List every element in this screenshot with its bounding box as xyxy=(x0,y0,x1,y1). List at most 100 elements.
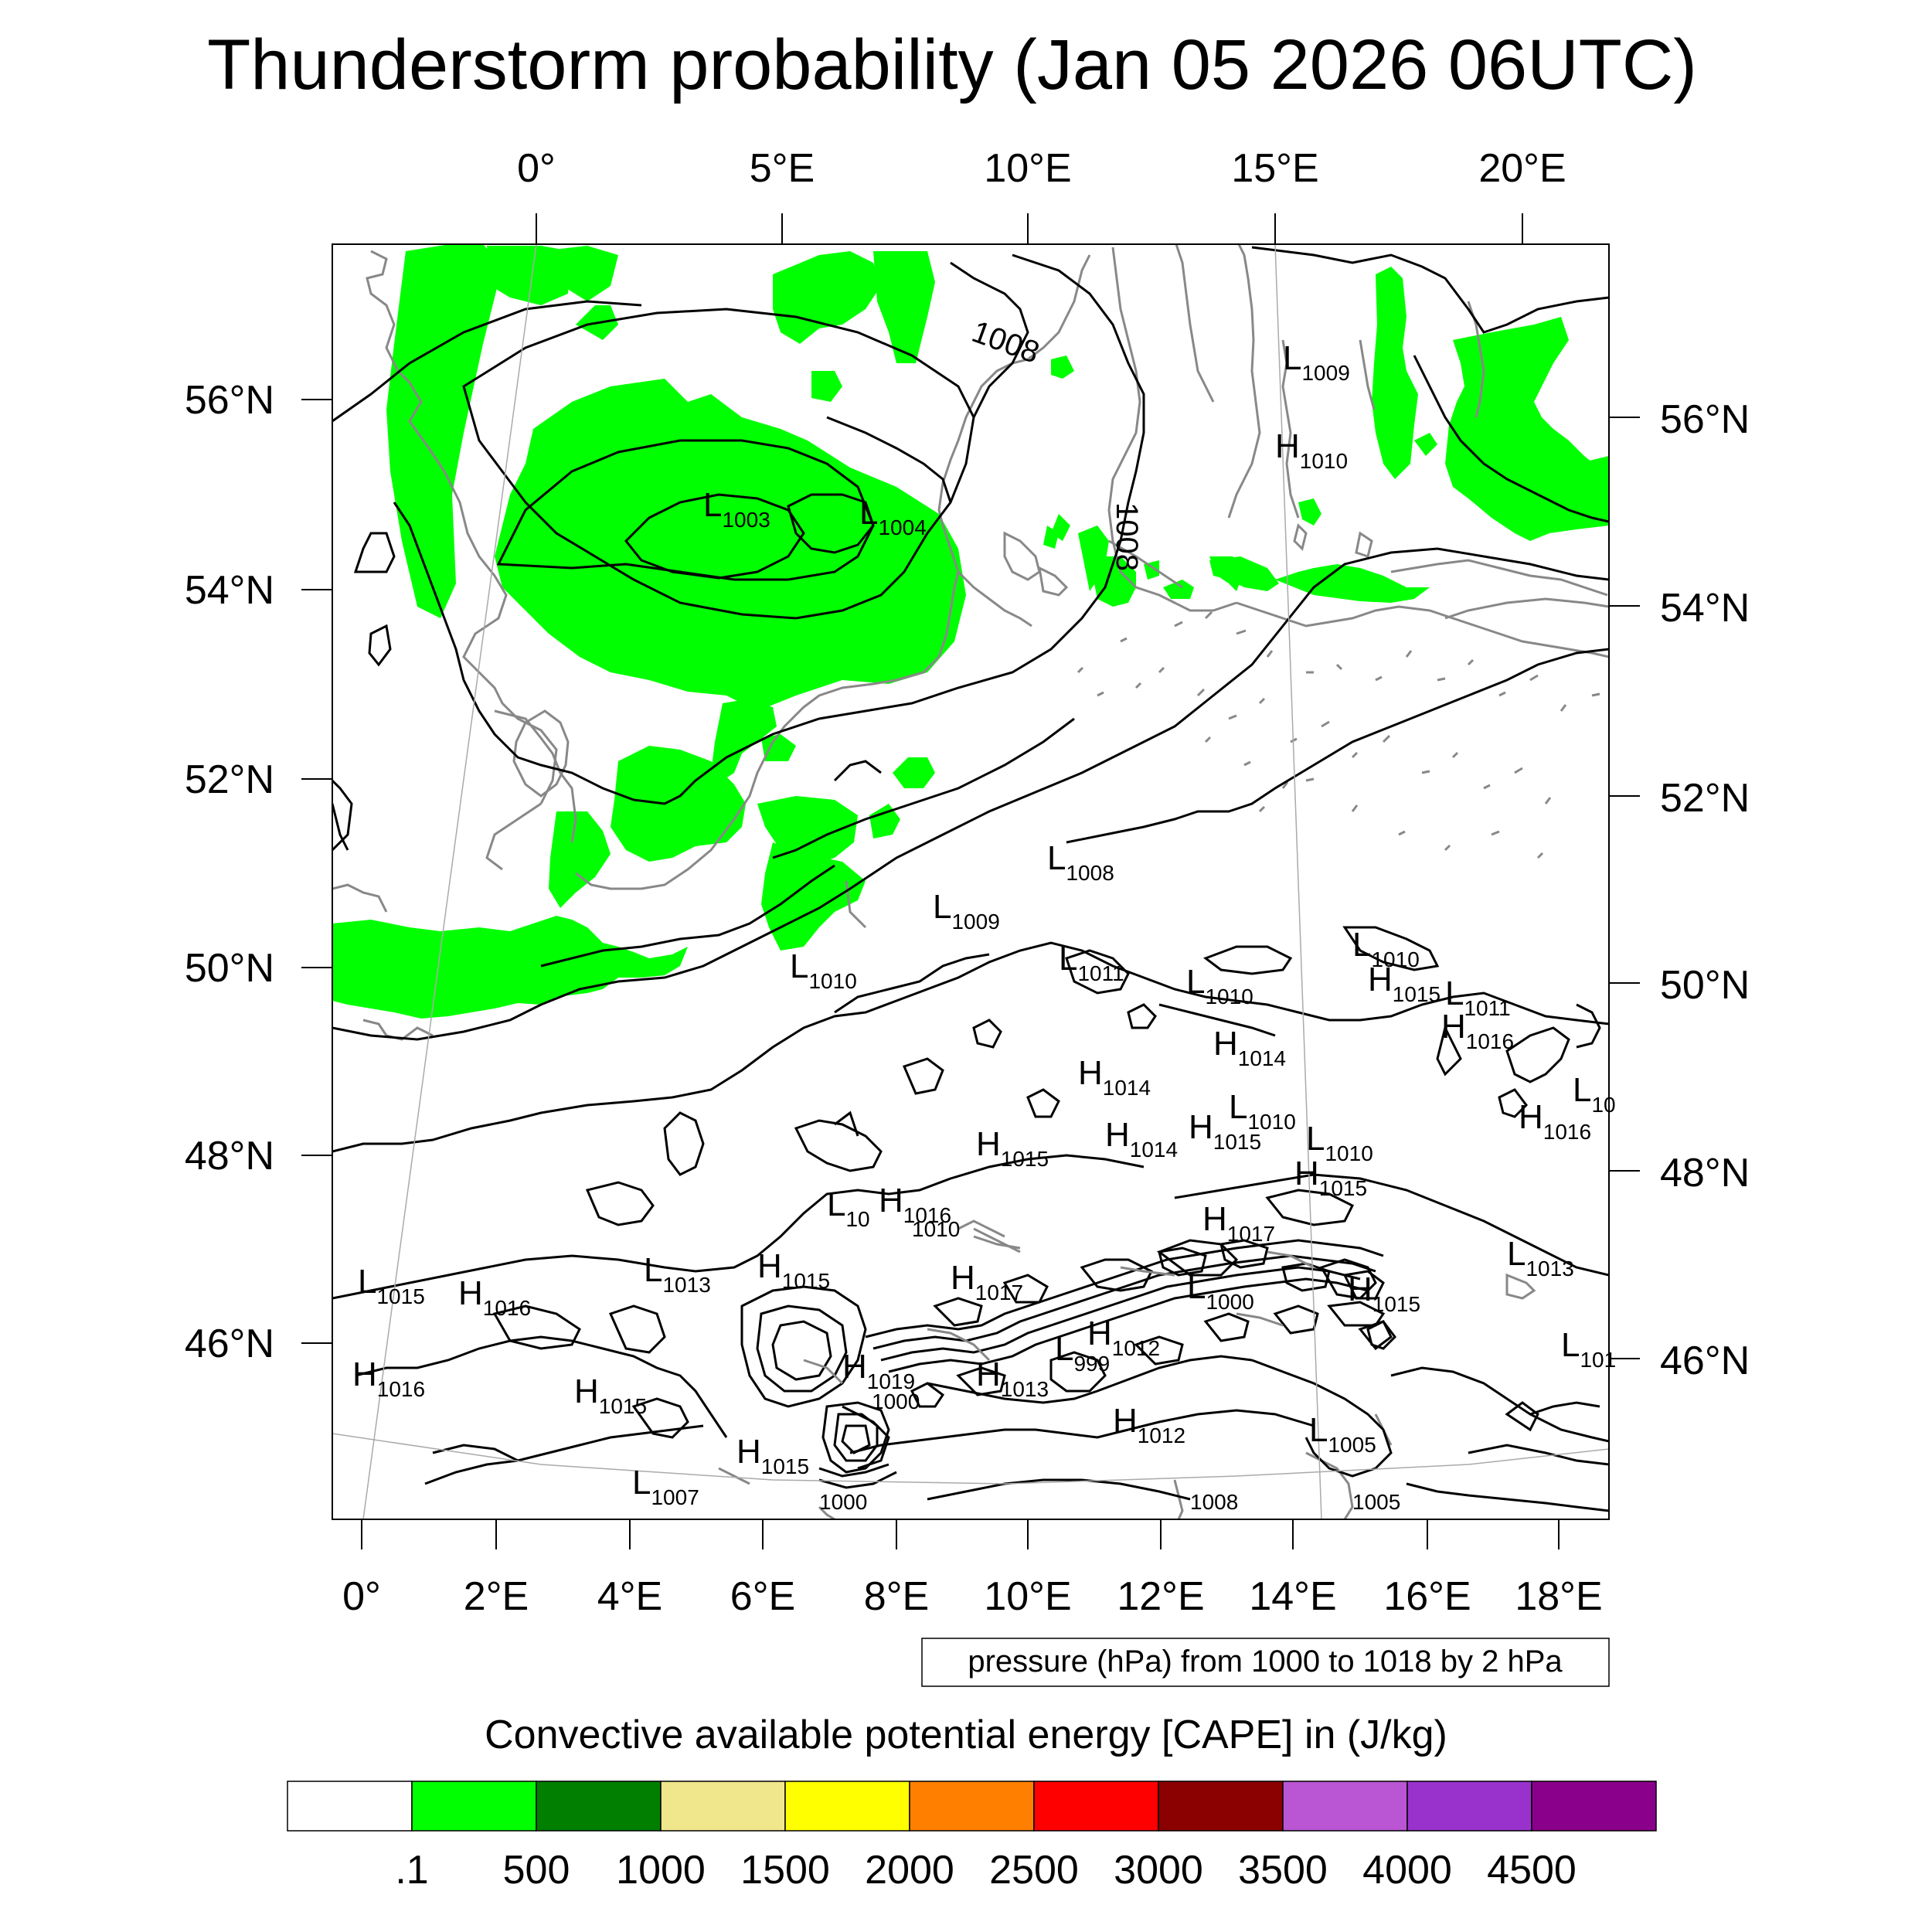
bottom-lon-label: 6°E xyxy=(730,1574,795,1619)
pressure-center-label: H1016 xyxy=(1519,1098,1591,1144)
alpine-terrain-lines xyxy=(718,1235,1315,1485)
pressure-center-label: L1000 xyxy=(1187,1268,1254,1314)
pressure-center-label: H1012 xyxy=(1113,1402,1185,1447)
bottom-lon-axis: 0° 2°E 4°E 6°E 8°E 10°E 12°E 14°E 16°E 1… xyxy=(342,1519,1603,1619)
pressure-center-label: L1010 xyxy=(1352,926,1420,971)
cape-colorbar: Convective available potential energy [C… xyxy=(287,1713,1657,1893)
pressure-centers: L1003 L1004 L1009 H1010 L1008 L1009 L101… xyxy=(352,339,1616,1514)
pressure-center-label: H1015 xyxy=(574,1372,647,1418)
right-lat-label: 52°N xyxy=(1660,776,1750,821)
pressure-center-label: H1014 xyxy=(1105,1116,1178,1162)
colorbar-tick-label: 2000 xyxy=(865,1848,954,1893)
top-lon-label: 5°E xyxy=(750,146,815,191)
colorbar-tick-label: .1 xyxy=(395,1848,428,1893)
right-lat-label: 54°N xyxy=(1660,586,1750,631)
colorbar-title: Convective available potential energy [C… xyxy=(485,1713,1447,1757)
colorbar-swatch xyxy=(1158,1781,1284,1832)
pressure-center-label: H1015 xyxy=(1294,1155,1367,1200)
pressure-center-label: H1012 xyxy=(1087,1315,1160,1360)
pressure-center-label: L1013 xyxy=(1507,1235,1574,1281)
pressure-center-label: L1005 xyxy=(1309,1411,1376,1457)
colorbar-swatch xyxy=(784,1781,910,1832)
colorbar-tick-label: 500 xyxy=(503,1848,570,1893)
left-lat-label: 56°N xyxy=(185,378,274,423)
pressure-center-label: H1015 xyxy=(1368,961,1440,1006)
pressure-center-label: L1013 xyxy=(644,1251,711,1297)
pressure-center-label: H1019 xyxy=(842,1348,915,1393)
pressure-center-label: L10 xyxy=(827,1185,870,1231)
pressure-center-label: L1009 xyxy=(1283,339,1350,385)
bottom-lon-label: 16°E xyxy=(1383,1574,1471,1619)
pressure-center-label: L1010 xyxy=(790,947,857,993)
colorbar-swatch xyxy=(1282,1781,1408,1832)
colorbar-swatch xyxy=(1531,1781,1657,1832)
bottom-lon-label: 0° xyxy=(342,1574,381,1619)
pressure-center-label: H1013 xyxy=(976,1355,1049,1401)
pressure-center-label: L1011 xyxy=(1059,940,1124,985)
isobar-label: 1008 xyxy=(1110,502,1144,571)
colorbar-tick-label: 3500 xyxy=(1238,1848,1328,1893)
pressure-legend-text: pressure (hPa) from 1000 to 1018 by 2 hP… xyxy=(968,1645,1563,1679)
bottom-lon-label: 14°E xyxy=(1249,1574,1336,1619)
colorbar-tick-label: 1500 xyxy=(740,1848,830,1893)
right-lat-label: 48°N xyxy=(1660,1151,1750,1196)
colorbar-swatch xyxy=(287,1781,413,1832)
pressure-center-label: H1016 xyxy=(458,1274,531,1320)
top-lon-label: 0° xyxy=(517,146,556,191)
left-lat-axis: 56°N 54°N 52°N 50°N 48°N 46°N xyxy=(185,378,332,1366)
pressure-center-label: L999 xyxy=(1055,1330,1110,1376)
coastlines xyxy=(332,244,1609,1519)
colorbar-swatch xyxy=(909,1781,1035,1832)
pressure-legend-box: pressure (hPa) from 1000 to 1018 by 2 hP… xyxy=(921,1638,1610,1687)
cape-shading xyxy=(332,244,1609,1019)
map-title: Thunderstorm probability (Jan 05 2026 06… xyxy=(207,26,1697,104)
pressure-center-label: H1015 xyxy=(1348,1270,1420,1316)
pressure-center-label: L1008 xyxy=(1047,839,1114,885)
pressure-center-label: H1015 xyxy=(976,1125,1049,1171)
top-lon-label: 20°E xyxy=(1478,146,1566,191)
map-panel: 1008 1008 L1003 L1004 L1009 H1010 L1008 … xyxy=(332,243,1616,1520)
pressure-center-label: 1000 xyxy=(819,1490,867,1514)
left-lat-label: 48°N xyxy=(185,1134,274,1179)
graticule xyxy=(332,244,1609,1519)
pressure-center-label: H1017 xyxy=(951,1259,1023,1304)
pressure-center-label: L1010 xyxy=(1186,963,1253,1009)
colorbar-tick-label: 3000 xyxy=(1114,1848,1203,1893)
colorbar-tick-label: 1000 xyxy=(616,1848,706,1893)
pressure-center-label: L1010 xyxy=(1229,1088,1296,1134)
pressure-center-label: H1014 xyxy=(1213,1025,1286,1070)
pressure-center-label: 1000 xyxy=(872,1389,920,1413)
bottom-lon-label: 18°E xyxy=(1515,1574,1602,1619)
map-border xyxy=(332,243,1610,1520)
pressure-center-label: H1014 xyxy=(1078,1054,1151,1100)
colorbar-tick-labels: .1 500 1000 1500 2000 2500 3000 3500 4000 4500 xyxy=(395,1848,1577,1893)
pressure-center-label: H1017 xyxy=(1202,1200,1275,1246)
pressure-center-label: H1015 xyxy=(736,1433,809,1478)
left-lat-label: 54°N xyxy=(185,568,274,613)
isobars xyxy=(332,246,1609,1512)
pressure-center-label: 1005 xyxy=(1352,1490,1400,1514)
colorbar-tick-label: 2500 xyxy=(989,1848,1079,1893)
colorbar-tick-label: 4000 xyxy=(1362,1848,1452,1893)
top-lon-label: 15°E xyxy=(1231,146,1318,191)
pressure-center-label: H1010 xyxy=(1275,427,1348,473)
left-lat-label: 52°N xyxy=(185,757,274,802)
colorbar-swatch xyxy=(1406,1781,1532,1832)
pressure-center-label: H1015 xyxy=(1189,1108,1261,1154)
bottom-lon-label: 4°E xyxy=(597,1574,662,1619)
colorbar-swatch xyxy=(536,1781,662,1832)
colorbar-tick-label: 4500 xyxy=(1487,1848,1577,1893)
pressure-center-label: L10 xyxy=(1573,1071,1616,1117)
pressure-center-label: H1016 xyxy=(352,1355,425,1401)
bottom-lon-label: 10°E xyxy=(984,1574,1071,1619)
pressure-center-label: 1010 xyxy=(912,1217,960,1241)
bottom-lon-label: 8°E xyxy=(864,1574,929,1619)
right-lat-label: 50°N xyxy=(1660,963,1750,1008)
bottom-lon-label: 2°E xyxy=(464,1574,529,1619)
pressure-center-label: L1003 xyxy=(703,486,770,532)
pressure-center-label: H1016 xyxy=(879,1182,951,1227)
pressure-center-label: L1015 xyxy=(358,1263,425,1308)
colorbar-swatch xyxy=(411,1781,537,1832)
colorbar-swatches xyxy=(287,1781,1657,1832)
